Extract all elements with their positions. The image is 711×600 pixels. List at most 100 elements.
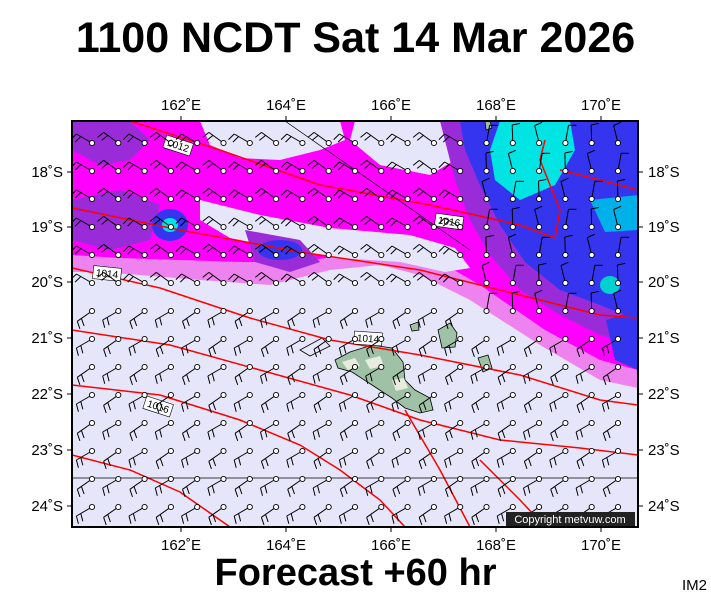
lat-label: 20˚S [31,274,63,291]
wind-barb [496,391,516,412]
wind-barb [614,236,630,259]
wind-barb [483,234,494,259]
wind-barb [75,503,96,524]
wind-barb [602,419,622,442]
wind-barb [102,419,122,440]
wind-barb [286,503,306,524]
wind-barb [312,363,332,384]
wind-barb [507,233,516,259]
wind-barb [72,273,96,287]
wind-barb [523,391,543,414]
wind-barb [228,217,253,231]
wind-barb [233,447,253,468]
isobar-line [559,169,638,191]
wind-barb [385,161,411,175]
wind-barb [155,335,174,358]
wind-barb [233,391,253,412]
wind-barb [207,419,227,440]
wind-barb [154,363,174,384]
wind-barb [175,161,201,175]
wind-barb [562,150,573,175]
lat-label: 24˚S [648,498,680,515]
rain-field [72,121,638,527]
lat-label: 20˚S [648,274,680,291]
wind-barb [391,503,411,524]
wind-barb [233,503,253,524]
wind-barb [97,243,122,259]
wind-barb [129,307,148,330]
wind-barb [509,290,521,315]
wind-barb [254,243,280,259]
wind-barb [338,447,359,468]
lat-label: 22˚S [648,386,680,403]
wind-barb [417,475,437,496]
wind-barb [602,363,622,386]
wind-barb [202,215,227,231]
wind-barb [523,363,543,384]
wind-barb [417,419,437,440]
wind-barb [444,447,464,468]
wind-barb [365,363,385,384]
wind-barb [360,187,385,203]
lat-label: 23˚S [31,442,63,459]
wind-barb [280,273,306,287]
wind-barb [360,159,385,175]
wind-barb [392,419,411,442]
wind-barb [417,363,437,384]
wind-barb [155,391,174,414]
isobar-line [539,139,561,239]
wind-barb [76,307,96,330]
wind-barb [254,159,280,175]
wind-barb [122,133,148,147]
wind-barb [470,419,490,440]
wind-barb [412,215,437,231]
wind-barb [497,363,516,386]
wind-barb [360,271,385,287]
wind-barb [412,131,437,147]
wind-barb [287,307,306,330]
wind-barb [471,503,490,526]
rain-core-ne [590,195,638,232]
wind-barb [509,206,521,231]
wind-barb [418,532,436,551]
wind-barb [562,234,573,259]
wind-barb [385,273,411,287]
wind-barbs [72,121,630,553]
wind-barb [562,124,577,147]
wind-barb [550,475,569,498]
wind-barb [280,217,306,231]
wind-barb [254,131,280,147]
wind-barb [562,292,577,315]
rain-core-east [600,276,620,294]
wind-barb [418,335,437,358]
wind-barb [509,122,521,147]
wind-barb [260,335,280,358]
lon-label: 166˚E [371,97,411,114]
wind-barb [614,262,626,287]
lifou-island [437,322,458,349]
wind-barb [313,532,331,551]
wind-barb [234,419,253,442]
wind-barb [103,503,122,526]
lat-label: 22˚S [31,386,63,403]
wind-barb [523,475,543,496]
wind-barb [446,532,463,553]
wind-barb [313,391,332,414]
wind-barb [366,335,385,358]
wind-barb [208,335,227,358]
wind-barb [202,131,227,147]
wind-barb [614,178,626,203]
wind-barb [254,215,280,231]
lon-label: 168˚E [476,537,516,554]
wind-barb [438,189,464,203]
wind-barb [122,245,148,259]
wind-barb [149,131,174,147]
wind-barb [128,503,148,524]
wind-barb [72,245,96,259]
wind-barb [181,335,201,356]
isobar-line [72,267,638,406]
wind-barb [181,391,201,412]
wind-barb [260,419,280,440]
wind-barb [338,391,359,412]
